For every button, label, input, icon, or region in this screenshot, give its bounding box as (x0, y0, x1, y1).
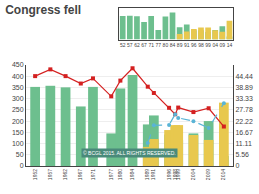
svg-text:38.89: 38.89 (235, 84, 253, 91)
svg-text:1967: 1967 (77, 169, 83, 180)
svg-text:14: 14 (227, 42, 233, 48)
svg-text:27.78: 27.78 (235, 106, 253, 113)
svg-text:2004: 2004 (190, 169, 196, 180)
svg-text:98: 98 (198, 42, 204, 48)
svg-text:1989: 1989 (144, 169, 150, 180)
svg-text:80: 80 (163, 42, 169, 48)
svg-text:1971: 1971 (90, 169, 96, 180)
svg-text:77: 77 (156, 42, 162, 48)
svg-text:1998: 1998 (172, 169, 178, 180)
svg-text:22.22: 22.22 (235, 118, 253, 125)
svg-text:2014: 2014 (220, 169, 226, 180)
svg-text:400: 400 (12, 73, 24, 80)
svg-text:67: 67 (141, 42, 147, 48)
svg-text:44.44: 44.44 (235, 73, 253, 80)
svg-text:57: 57 (127, 42, 133, 48)
svg-text:100: 100 (12, 140, 24, 147)
svg-text:50: 50 (16, 151, 24, 158)
svg-text:350: 350 (12, 84, 24, 91)
svg-text:1952: 1952 (32, 169, 38, 180)
svg-text:1984: 1984 (129, 169, 135, 180)
svg-text:96: 96 (191, 42, 197, 48)
svg-text:09: 09 (220, 42, 226, 48)
svg-text:62: 62 (134, 42, 140, 48)
svg-text:1957: 1957 (47, 169, 53, 180)
svg-text:1999: 1999 (175, 169, 181, 180)
svg-text:150: 150 (12, 129, 24, 136)
svg-text:200: 200 (12, 118, 24, 125)
svg-text:Congress fell: Congress fell (5, 3, 81, 17)
svg-text:11.11: 11.11 (235, 140, 252, 147)
svg-text:1962: 1962 (62, 169, 68, 180)
svg-text:© BCGL 2015. ALL RIGHTS RESERV: © BCGL 2015. ALL RIGHTS RESERVED. (83, 150, 176, 156)
svg-text:250: 250 (12, 106, 24, 113)
svg-text:450: 450 (12, 61, 24, 68)
svg-text:52: 52 (120, 42, 126, 48)
svg-text:89: 89 (177, 42, 183, 48)
svg-text:16.67: 16.67 (235, 129, 253, 136)
svg-text:2009: 2009 (205, 169, 211, 180)
svg-text:0: 0 (20, 162, 24, 169)
svg-text:33.33: 33.33 (235, 95, 253, 102)
svg-text:300: 300 (12, 95, 24, 102)
svg-text:1977: 1977 (108, 169, 114, 180)
svg-text:1996: 1996 (166, 169, 172, 180)
svg-text:71: 71 (148, 42, 154, 48)
svg-text:04: 04 (212, 42, 218, 48)
svg-text:99: 99 (205, 42, 211, 48)
svg-text:1991: 1991 (150, 169, 156, 180)
svg-text:84: 84 (170, 42, 176, 48)
svg-text:5.56: 5.56 (235, 151, 249, 158)
svg-text:91: 91 (184, 42, 190, 48)
svg-text:0: 0 (235, 162, 239, 169)
svg-text:1980: 1980 (117, 169, 123, 180)
